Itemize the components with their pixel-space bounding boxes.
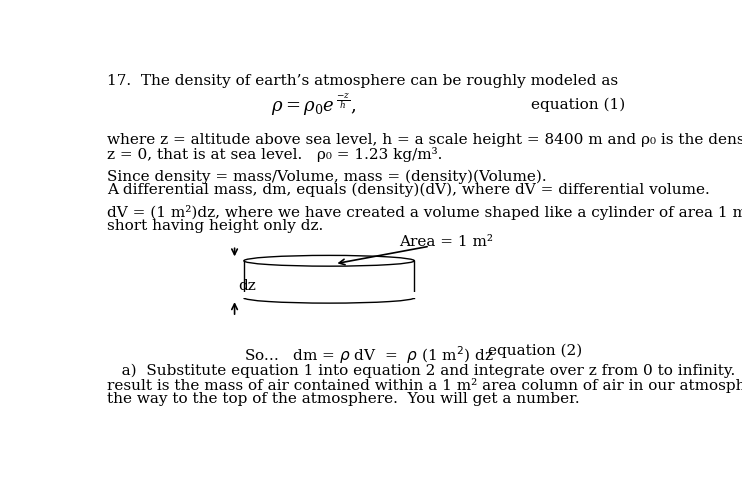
Text: z = 0, that is at sea level.   ρ₀ = 1.23 kg/m³.: z = 0, that is at sea level. ρ₀ = 1.23 k… xyxy=(107,147,442,162)
Text: where z = altitude above sea level, h = a scale height = 8400 m and ρ₀ is the de: where z = altitude above sea level, h = … xyxy=(107,133,742,147)
Text: A differential mass, dm, equals (density)(dV), where dV = differential volume.: A differential mass, dm, equals (density… xyxy=(107,183,709,197)
Text: equation (2): equation (2) xyxy=(488,344,582,358)
Text: Area = 1 m²: Area = 1 m² xyxy=(399,235,493,248)
Text: $\rho = \rho_0 e^{\,\frac{-z}{h}},$: $\rho = \rho_0 e^{\,\frac{-z}{h}},$ xyxy=(271,92,356,119)
Ellipse shape xyxy=(244,292,414,303)
Text: So...   dm = $\rho$ dV  =  $\rho$ (1 m$^2$) dz: So... dm = $\rho$ dV = $\rho$ (1 m$^2$) … xyxy=(244,344,493,366)
Text: result is the mass of air contained within a 1 m² area column of air in our atmo: result is the mass of air contained with… xyxy=(107,378,742,393)
Bar xyxy=(243,292,416,298)
Text: dV = (1 m²)dz, where we have created a volume shaped like a cylinder of area 1 m: dV = (1 m²)dz, where we have created a v… xyxy=(107,205,742,220)
Ellipse shape xyxy=(244,255,414,266)
Text: the way to the top of the atmosphere.  You will get a number.: the way to the top of the atmosphere. Yo… xyxy=(107,392,580,406)
Text: dz: dz xyxy=(238,279,256,293)
Text: short having height only dz.: short having height only dz. xyxy=(107,219,323,233)
Text: equation (1): equation (1) xyxy=(531,98,625,113)
Text: 17.  The density of earth’s atmosphere can be roughly modeled as: 17. The density of earth’s atmosphere ca… xyxy=(107,74,618,89)
Bar xyxy=(244,261,414,298)
Text: a)  Substitute equation 1 into equation 2 and integrate over z from 0 to infinit: a) Substitute equation 1 into equation 2… xyxy=(107,364,742,378)
Text: Since density = mass/Volume, mass = (density)(Volume).: Since density = mass/Volume, mass = (den… xyxy=(107,169,546,184)
